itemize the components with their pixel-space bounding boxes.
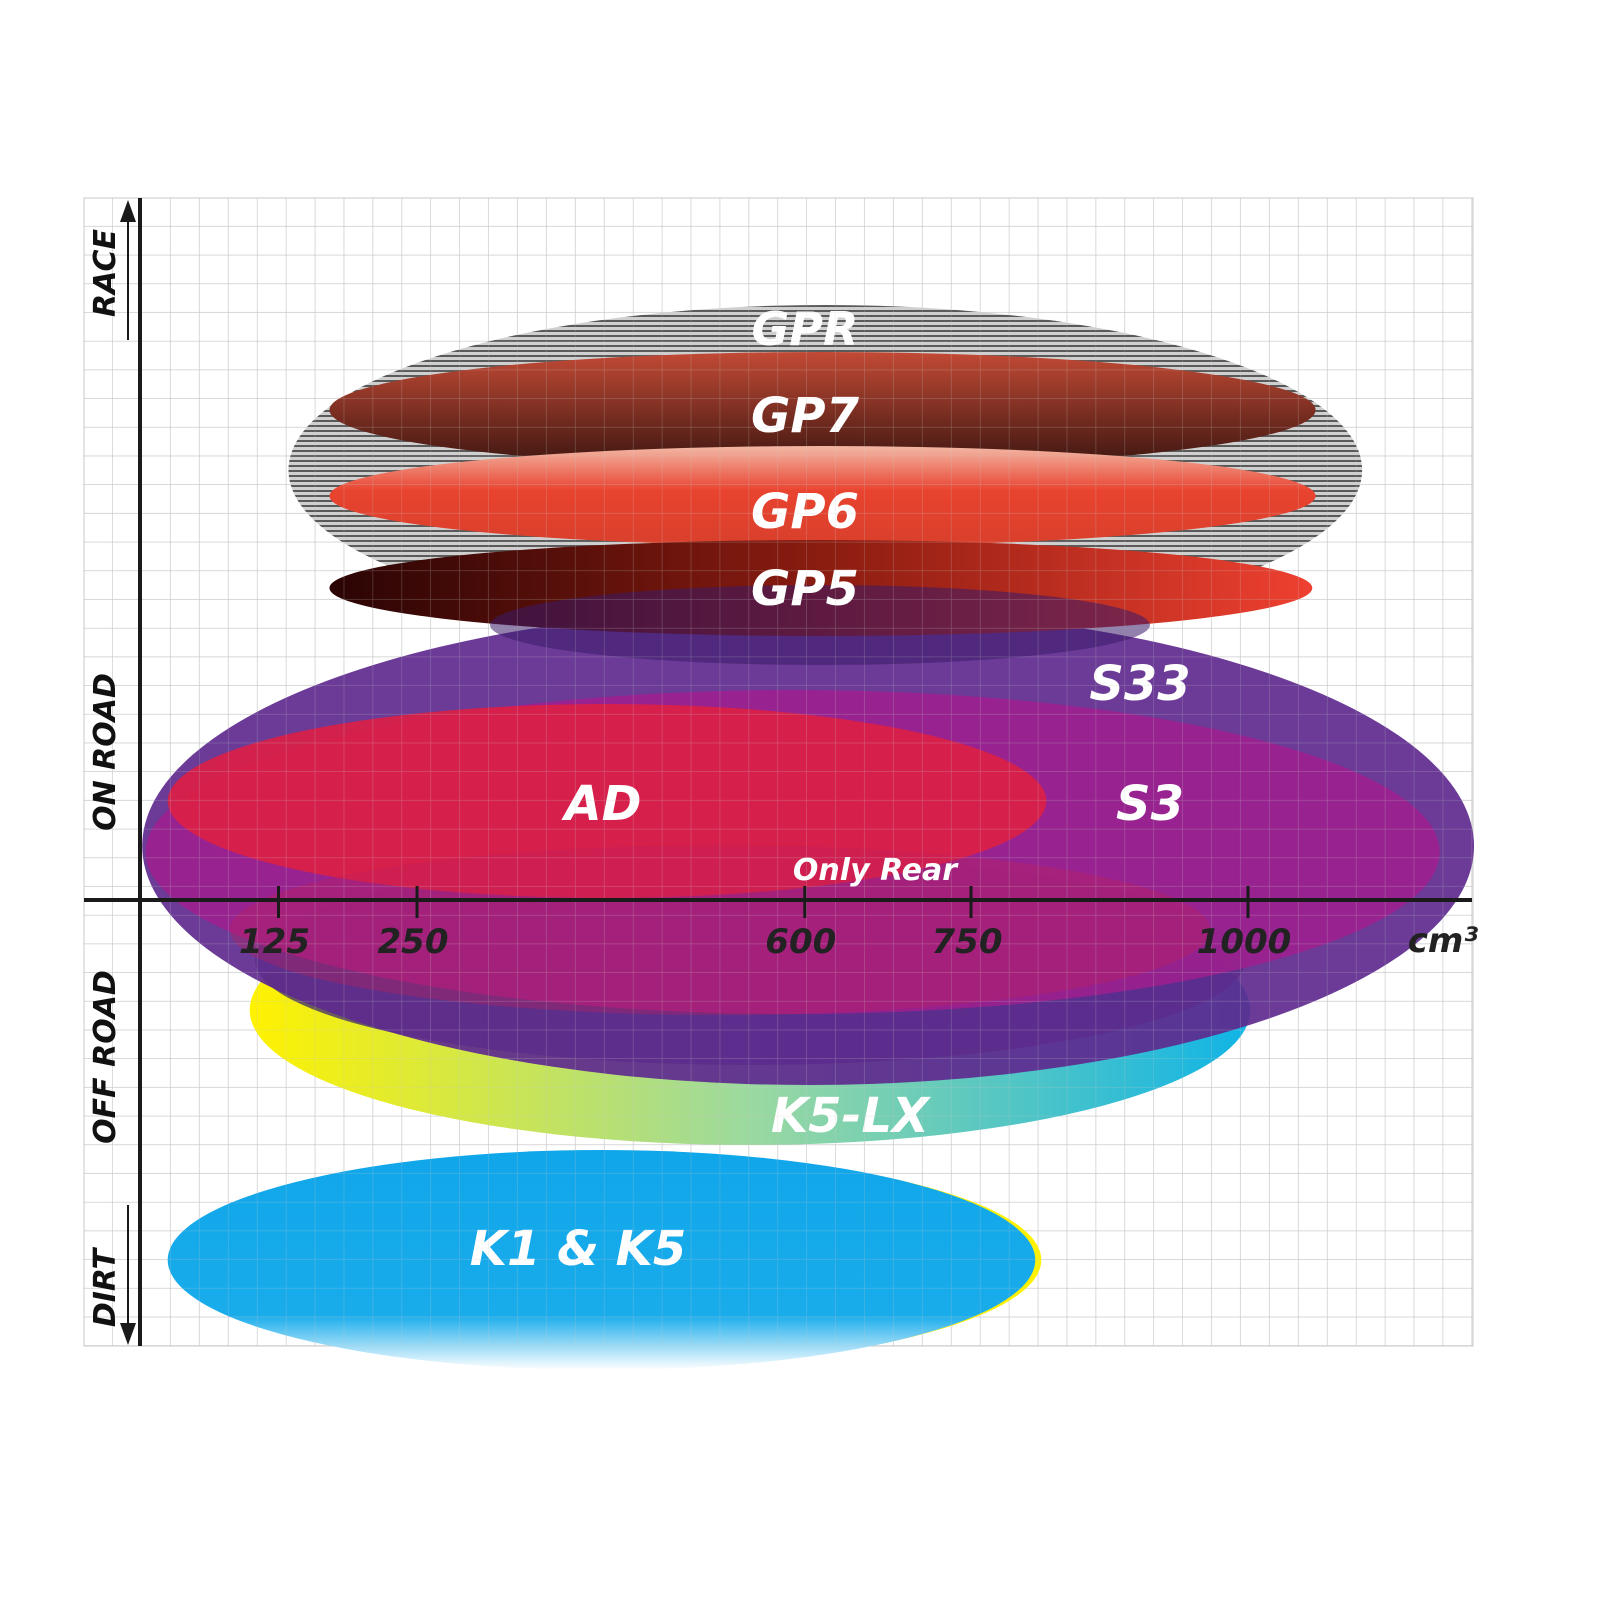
label-k1-k5: K1 & K5	[470, 1221, 686, 1277]
race-arrow	[120, 200, 136, 340]
dirt-arrow	[120, 1205, 136, 1345]
x-tick-label: 125	[239, 922, 310, 962]
label-gp5: GP5	[751, 561, 859, 617]
label-ad: AD	[561, 776, 642, 832]
y-label-dirt: DIRT	[88, 1246, 123, 1327]
y-label-race: RACE	[88, 229, 123, 317]
x-tick-label: 1000	[1197, 922, 1292, 962]
label-gpr: GPR	[752, 302, 859, 356]
label-s3: S3	[1116, 776, 1184, 832]
x-tick-label: 600	[765, 922, 836, 962]
label-s33: S33	[1089, 656, 1190, 712]
x-unit-label: cm³	[1408, 921, 1479, 961]
annotation-only-rear: Only Rear	[793, 853, 959, 888]
label-gp6: GP6	[751, 484, 859, 540]
y-label-off-road: OFF ROAD	[88, 970, 123, 1144]
x-tick-label: 750	[932, 922, 1003, 962]
label-k5-lx: K5-LX	[771, 1088, 931, 1144]
y-label-on-road: ON ROAD	[88, 673, 123, 831]
x-tick-label: 250	[378, 922, 449, 962]
label-gp7: GP7	[751, 388, 860, 444]
